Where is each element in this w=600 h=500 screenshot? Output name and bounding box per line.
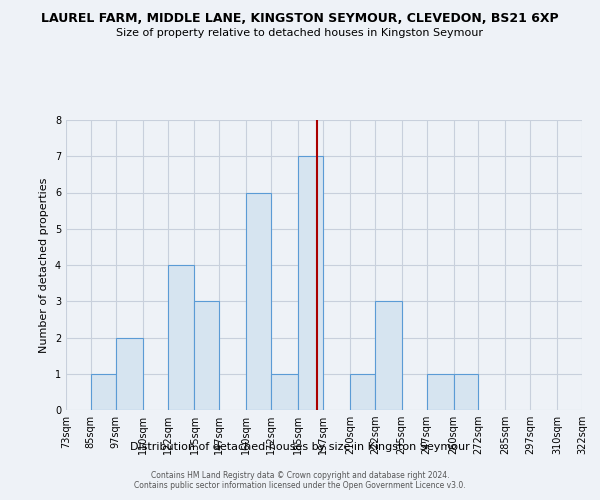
Bar	[350, 374, 375, 410]
Text: Distribution of detached houses by size in Kingston Seymour: Distribution of detached houses by size …	[130, 442, 470, 452]
Bar	[194, 301, 220, 410]
Bar	[167, 265, 194, 410]
Text: Size of property relative to detached houses in Kingston Seymour: Size of property relative to detached ho…	[116, 28, 484, 38]
Text: Contains HM Land Registry data © Crown copyright and database right 2024.
Contai: Contains HM Land Registry data © Crown c…	[134, 470, 466, 490]
Bar	[271, 374, 298, 410]
Text: LAUREL FARM, MIDDLE LANE, KINGSTON SEYMOUR, CLEVEDON, BS21 6XP: LAUREL FARM, MIDDLE LANE, KINGSTON SEYMO…	[41, 12, 559, 26]
Bar	[116, 338, 143, 410]
Bar	[454, 374, 478, 410]
Bar	[246, 192, 271, 410]
Y-axis label: Number of detached properties: Number of detached properties	[40, 178, 49, 352]
Bar	[375, 301, 402, 410]
Bar	[298, 156, 323, 410]
Bar	[427, 374, 454, 410]
Bar	[91, 374, 116, 410]
